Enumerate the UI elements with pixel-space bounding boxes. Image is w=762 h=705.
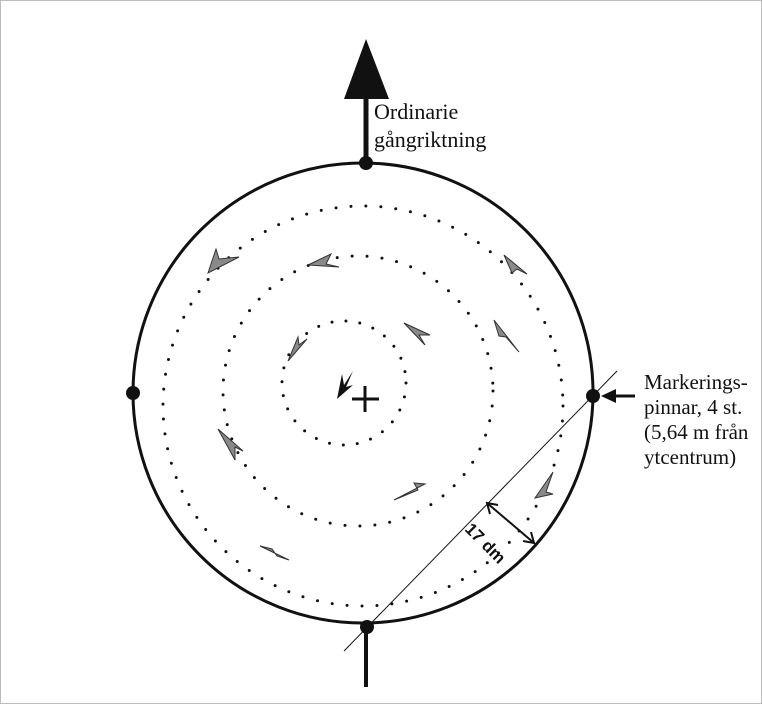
center-arrow [337, 371, 353, 399]
plot-boundary-circle [131, 161, 595, 625]
marker-callout-arrowhead [601, 389, 616, 403]
path-arrow-5 [403, 322, 431, 346]
marker-label-line1: Markerings- [644, 370, 748, 394]
path-arrow-7 [217, 428, 244, 461]
marker-pin-north [359, 156, 373, 170]
path-arrow-10 [259, 545, 290, 561]
marker-label-line2: pinnar, 4 st. [644, 395, 742, 419]
path-arrow-2 [306, 252, 340, 268]
path-arrow-6 [493, 319, 520, 353]
marker-label-line3: (5,64 m från [644, 420, 749, 444]
marker-pin-west [126, 386, 140, 400]
path-arrow-3 [503, 254, 528, 275]
path-arrow-8 [393, 482, 427, 501]
distance-label: 17 dm [461, 519, 509, 567]
dotted-path-outer [161, 204, 565, 608]
marker-label-line4: ytcentrum) [644, 445, 736, 469]
diagonal-reference-line [343, 370, 618, 652]
path-direction-arrows [207, 247, 554, 561]
distance-dimension [485, 501, 536, 545]
path-arrow-9 [533, 471, 554, 499]
direction-label-line2: gångriktning [374, 127, 486, 152]
dotted-path-middle [221, 254, 495, 528]
dotted-path-inner [280, 319, 408, 447]
path-arrow-4 [287, 335, 308, 362]
direction-label-line1: Ordinarie [374, 99, 458, 124]
path-arrow-1 [207, 247, 240, 275]
direction-arrowhead [344, 39, 389, 99]
